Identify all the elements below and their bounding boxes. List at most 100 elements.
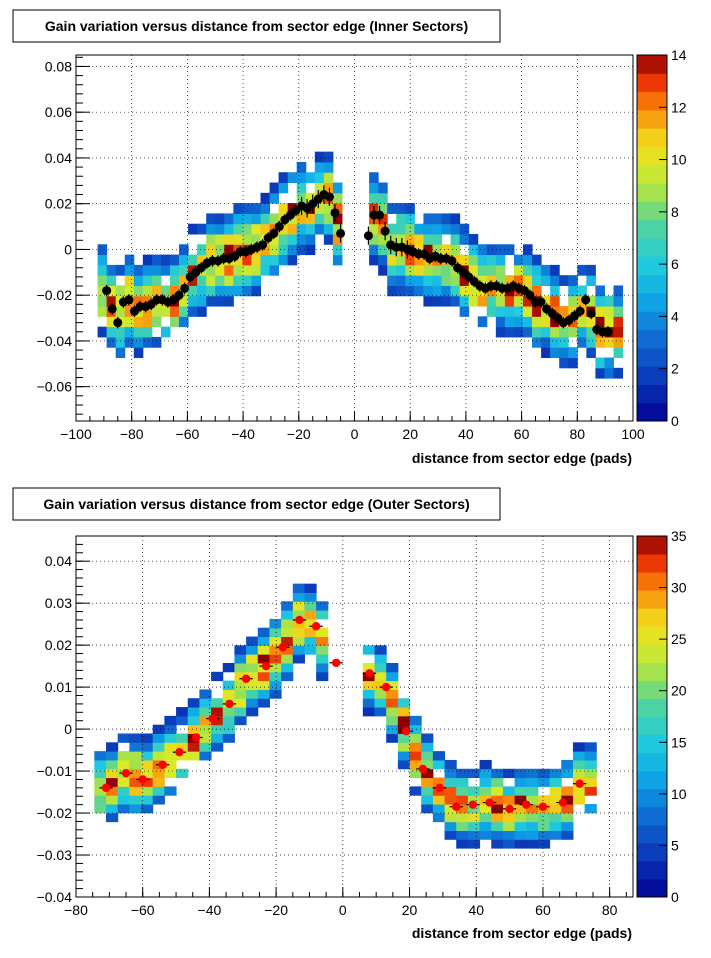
heatmap-cell (421, 777, 434, 787)
heatmap-cell (94, 786, 107, 796)
heatmap-cell (269, 213, 280, 225)
heatmap-cell (129, 742, 142, 752)
heatmap-cell (369, 172, 379, 184)
heatmap-cell (141, 768, 154, 779)
profile-marker (380, 226, 390, 236)
grid (76, 536, 633, 897)
heatmap-cell (94, 759, 107, 770)
profile-marker (158, 760, 167, 769)
profile-point (276, 643, 290, 652)
profile-point (292, 615, 307, 625)
heatmap-cell (432, 233, 443, 245)
heatmap-cell (314, 203, 325, 214)
heatmap-cell (396, 233, 406, 245)
heatmap-cell (296, 244, 307, 256)
color-bar-band (637, 109, 667, 129)
heatmap-cell (281, 636, 294, 646)
heatmap-cell (456, 777, 469, 787)
heatmap-cell (115, 285, 126, 297)
heatmap-cell (278, 223, 289, 235)
color-bar-band (637, 201, 667, 221)
heatmap-cell (106, 759, 119, 770)
heatmap-cell (459, 295, 470, 307)
heatmap-cell (179, 316, 189, 328)
color-bar-band (637, 91, 667, 111)
heatmap-cell (477, 275, 488, 286)
heatmap-cell (188, 285, 198, 297)
heatmap-cell (199, 751, 212, 761)
heatmap-cell (234, 654, 247, 664)
heatmap-cell (495, 306, 506, 317)
heatmap-cell (362, 662, 376, 673)
heatmap-cell (486, 264, 497, 276)
heatmap-cell (305, 213, 316, 225)
y-tick-label: 0.03 (45, 595, 72, 611)
heatmap-cell (164, 742, 177, 752)
heatmap-cell (595, 285, 605, 297)
color-bar-band (637, 824, 667, 844)
heatmap-cell (479, 786, 492, 796)
profile-point (536, 802, 550, 811)
heatmap-cell (251, 254, 262, 266)
heatmap-cell (386, 662, 399, 673)
profile-marker (536, 297, 546, 307)
heatmap-cell (595, 336, 605, 348)
heatmap-cell (169, 254, 180, 266)
profile-point (172, 747, 187, 757)
heatmap-cell (468, 233, 479, 245)
profile-point (447, 255, 457, 267)
heatmap-cell (242, 254, 252, 266)
x-axis: −80 −60 −40 −20 0 20 40 60 80 distance from secto… (64, 887, 632, 941)
heatmap-cell (441, 275, 452, 286)
heatmap-cell (129, 751, 142, 761)
heatmap-cell (287, 172, 298, 184)
heatmap-cell (495, 254, 506, 266)
profile-point (502, 804, 517, 814)
grid (76, 55, 633, 421)
heatmap-cell (332, 203, 343, 214)
heatmap-cell (233, 264, 243, 276)
heatmap-cell (450, 275, 461, 286)
heatmap-cell (378, 254, 388, 266)
profile-point (379, 682, 393, 692)
heatmap-cell (124, 336, 135, 348)
heatmap-cell (269, 636, 282, 646)
heatmap-cell (224, 223, 234, 235)
x-tick-label: 60 (535, 902, 551, 918)
heatmap-cell (397, 707, 411, 717)
heatmap-cell (246, 707, 259, 717)
heatmap-cell (586, 275, 596, 286)
x-tick-label: 40 (458, 426, 474, 442)
heatmap-cell (224, 295, 234, 307)
y-tick-label: −0.03 (37, 847, 73, 863)
heatmap-cell (211, 724, 224, 735)
heatmap-cell (215, 275, 225, 286)
heatmap-cell (142, 316, 153, 328)
heatmap-cell (405, 213, 415, 225)
heatmap-cell (387, 264, 397, 276)
heatmap-cell (550, 264, 560, 276)
heatmap-cell (378, 244, 388, 256)
heatmap-cell (541, 295, 551, 307)
heatmap-cell (287, 254, 298, 266)
heatmap-cell (513, 264, 524, 276)
heatmap-cell (242, 233, 252, 245)
heatmap-cell (550, 347, 560, 359)
heatmap-cell (296, 172, 307, 184)
color-bar: 0 2 4 6 8 10 12 14 (636, 47, 687, 429)
heatmap-cell (479, 821, 492, 831)
heatmap-cell (296, 213, 307, 225)
heatmap-cell (332, 213, 343, 225)
heatmap-cell (504, 326, 515, 338)
profile-marker (603, 327, 613, 337)
plot-area (76, 55, 633, 421)
profile-point (274, 220, 284, 233)
heatmap-cell (94, 751, 107, 761)
y-tick-label: 0 (64, 721, 72, 737)
heatmap-cell (316, 662, 329, 673)
heatmap-cell (323, 223, 334, 235)
heatmap-cell (537, 812, 551, 823)
y-tick-label: −0.02 (37, 805, 73, 821)
heatmap-cell (292, 583, 305, 593)
heatmap-cell (532, 306, 542, 317)
